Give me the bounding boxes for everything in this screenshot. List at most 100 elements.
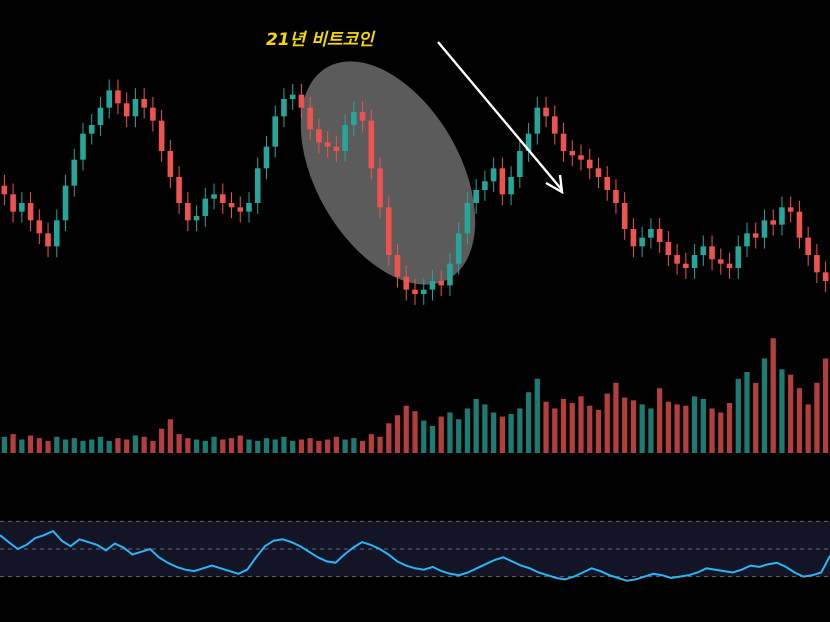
candle-body — [473, 190, 479, 203]
candle-body — [674, 255, 680, 264]
volume-bar — [368, 434, 374, 453]
volume-bar — [569, 403, 575, 453]
candle-body — [499, 168, 506, 195]
volume-bar — [648, 408, 654, 453]
candle-body — [447, 263, 453, 286]
candle-body — [779, 207, 785, 225]
volume-bar — [508, 413, 514, 453]
volume-bar — [517, 408, 523, 453]
candle-body — [307, 107, 313, 130]
candle-body — [106, 90, 113, 108]
candle-body — [324, 142, 331, 147]
candle-body — [141, 99, 147, 108]
volume-bar — [316, 440, 322, 453]
candle-body — [115, 90, 121, 104]
candle-body — [761, 220, 768, 238]
candle-body — [289, 94, 296, 99]
candle-body — [490, 168, 497, 182]
volume-bar — [202, 440, 208, 453]
candle-body — [246, 203, 252, 212]
volume-bar — [718, 412, 724, 453]
volume-bar — [333, 436, 339, 453]
volume-bar — [263, 438, 270, 453]
candle-body — [726, 263, 733, 268]
chart-annotation: 21년 비트코인 — [266, 30, 374, 50]
volume-bar — [464, 408, 471, 453]
candle-body — [569, 151, 576, 156]
candle-body — [385, 207, 392, 255]
volume-bar — [482, 404, 488, 453]
volume-bar — [141, 436, 147, 453]
candle-body — [368, 120, 375, 169]
candle-body — [429, 281, 436, 290]
volume-bar — [159, 428, 165, 453]
volume-bar — [753, 382, 759, 453]
volume-bar — [578, 396, 584, 453]
volume-bar — [71, 438, 77, 453]
candle-body — [211, 194, 217, 199]
volume-bar — [587, 405, 593, 453]
candle-body — [53, 220, 60, 247]
volume-bar — [534, 378, 540, 453]
candle-body — [176, 177, 182, 203]
volume-bar — [735, 378, 741, 453]
candle-body — [281, 99, 287, 117]
candle-body — [455, 233, 462, 264]
candle-body — [27, 203, 34, 221]
candle-body — [683, 263, 689, 268]
volume-bar — [726, 403, 733, 453]
candle-body — [185, 203, 191, 221]
volume-bar — [823, 358, 829, 453]
candle-body — [272, 116, 279, 147]
volume-bar — [132, 435, 139, 453]
candle-body — [342, 125, 348, 151]
volume-bar — [491, 412, 497, 453]
candle-body — [604, 177, 611, 190]
candle-body — [482, 181, 488, 190]
volume-bar — [429, 426, 436, 453]
volume-bar — [657, 388, 663, 453]
candle-body — [752, 233, 759, 238]
candle-body — [717, 259, 724, 264]
volume-bar — [19, 439, 25, 453]
candle-body — [403, 276, 410, 290]
candle-body — [377, 168, 383, 208]
candle-body — [333, 146, 340, 151]
volume-bar — [700, 399, 706, 453]
candle-body — [630, 229, 637, 247]
volume-bar — [1, 436, 7, 453]
candle-body — [613, 190, 619, 203]
candle-body — [551, 116, 558, 134]
candle-body — [80, 133, 86, 160]
volume-bar — [744, 372, 750, 453]
volume-bar — [394, 415, 401, 453]
candle-body — [814, 255, 820, 273]
volume-bar — [473, 399, 479, 453]
volume-bar — [377, 436, 383, 453]
volume-bar — [622, 397, 628, 453]
volume-bar — [359, 440, 366, 453]
volume-bar — [709, 408, 715, 453]
candle-body — [744, 233, 750, 247]
volume-bar — [639, 404, 645, 453]
candle-body — [123, 103, 130, 117]
candle-body — [508, 177, 514, 195]
candle-body — [359, 112, 366, 121]
rsi-line — [0, 529, 830, 582]
candle-body — [822, 272, 829, 281]
candle-body — [254, 168, 261, 203]
volume-bar — [814, 382, 820, 453]
volume-bar — [456, 419, 462, 453]
candle-body — [412, 289, 418, 294]
candle-body — [202, 198, 209, 216]
volume-bar — [167, 419, 173, 453]
candle-body — [237, 207, 244, 212]
volume-bar — [193, 439, 200, 453]
candle-body — [595, 168, 602, 177]
candle-body — [543, 107, 549, 117]
volume-bar — [36, 438, 42, 453]
trend-arrow-head — [545, 174, 564, 195]
volume-bar — [211, 436, 217, 453]
volume-bar — [630, 400, 637, 453]
